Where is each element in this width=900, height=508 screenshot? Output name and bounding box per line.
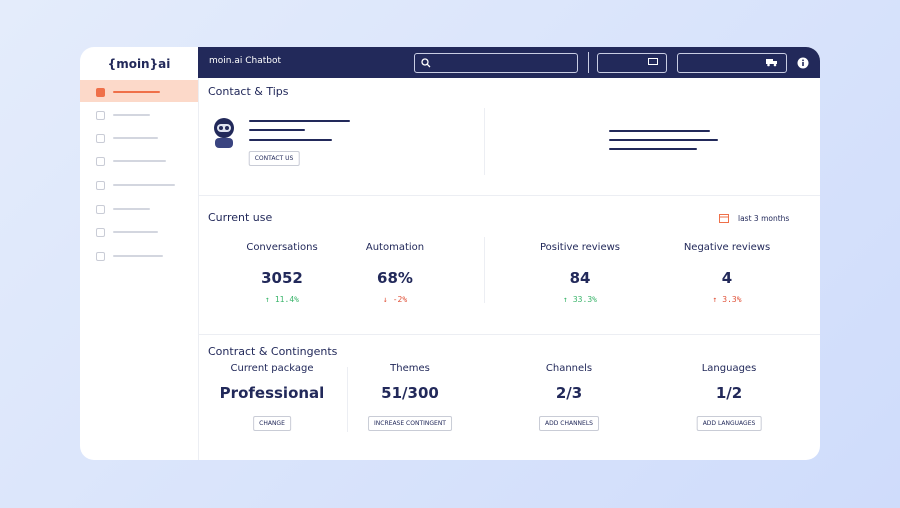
topbar: moin.ai Chatbot — [198, 47, 820, 78]
robot-avatar — [214, 118, 234, 148]
nav-icon — [96, 88, 105, 97]
nav-icon — [96, 252, 105, 261]
metric-label: Negative reviews — [683, 242, 771, 253]
nav-line[interactable] — [113, 184, 175, 186]
item-label: Current package — [230, 363, 314, 374]
metric-change: ↑ 3.3% — [712, 295, 741, 304]
nav-icon — [96, 111, 105, 120]
divider — [198, 195, 820, 196]
divider — [347, 367, 348, 432]
item-label: Channels — [545, 363, 593, 374]
bot-name: moin.ai Chatbot — [209, 56, 281, 66]
text-line — [609, 148, 697, 150]
text-line — [249, 120, 350, 122]
chat-button[interactable] — [597, 53, 667, 73]
item-button[interactable]: ADD CHANNELS — [539, 416, 599, 431]
metric-value: 68% — [377, 269, 413, 287]
divider — [484, 237, 485, 303]
section-title: Contract & Contingents — [208, 345, 338, 358]
change-text: 11.4% — [274, 295, 299, 304]
arrow-icon: ↑ — [265, 295, 270, 304]
metric-value: 84 — [569, 269, 591, 287]
contact-button[interactable]: CONTACT US — [248, 151, 300, 166]
divider — [198, 334, 820, 335]
search-icon — [421, 58, 431, 68]
arrow-icon: ↓ — [382, 295, 388, 304]
text-line — [249, 139, 332, 141]
nav-line[interactable] — [113, 137, 158, 139]
nav-icon — [96, 134, 105, 143]
nav-icon — [96, 205, 105, 214]
text-line — [609, 130, 710, 132]
arrow-icon: ↑ — [563, 295, 568, 304]
divider — [484, 108, 485, 175]
metric-label: Conversations — [246, 242, 318, 253]
delivery-button[interactable] — [677, 53, 787, 73]
item-button[interactable]: ADD LANGUAGES — [696, 416, 762, 431]
chat-icon — [648, 58, 658, 65]
item-label: Languages — [701, 363, 757, 374]
item-button[interactable]: CHANGE — [253, 416, 291, 431]
dashboard-card: {moin}ai moin.ai Chatbot Contact & Tips … — [80, 47, 820, 460]
metric-label: Positive reviews — [539, 242, 621, 253]
metric-label: Automation — [365, 242, 425, 253]
calendar-icon — [719, 214, 729, 223]
section-title: Current use — [208, 211, 273, 224]
nav-line[interactable] — [113, 231, 158, 233]
info-icon[interactable] — [797, 57, 809, 69]
metric-value: 3052 — [261, 269, 303, 287]
nav-icon — [96, 181, 105, 190]
item-value: 2/3 — [555, 384, 583, 402]
item-button[interactable]: INCREASE CONTINGENT — [368, 416, 452, 431]
arrow-icon: ↑ — [712, 295, 718, 304]
sidebar: {moin}ai — [80, 47, 199, 460]
truck-icon — [766, 59, 777, 67]
nav-line[interactable] — [113, 255, 163, 257]
item-value: 1/2 — [715, 384, 743, 402]
nav-icon — [96, 228, 105, 237]
nav-line[interactable] — [113, 208, 150, 210]
item-value: 51/300 — [381, 384, 439, 402]
nav-line[interactable] — [113, 114, 150, 116]
period: last 3 months — [738, 214, 790, 223]
section-title: Contact & Tips — [208, 85, 289, 98]
nav-line[interactable] — [113, 160, 166, 162]
text-line — [249, 129, 305, 131]
change-text: 3.3% — [722, 295, 742, 304]
nav-icon — [96, 157, 105, 166]
separator — [588, 52, 589, 73]
metric-change: ↑ 33.3% — [563, 295, 597, 304]
text-line — [609, 139, 718, 141]
search-box[interactable] — [414, 53, 578, 73]
change-text: -2% — [392, 295, 408, 304]
nav-line — [113, 91, 160, 93]
metric-change: ↓ -2% — [383, 295, 407, 304]
item-value: Professional — [219, 384, 325, 402]
metric-value: 4 — [721, 269, 733, 287]
item-label: Themes — [390, 363, 430, 374]
change-text: 33.3% — [572, 295, 597, 304]
metric-change: ↑ 11.4% — [265, 295, 299, 304]
logo: {moin}ai — [107, 57, 171, 71]
